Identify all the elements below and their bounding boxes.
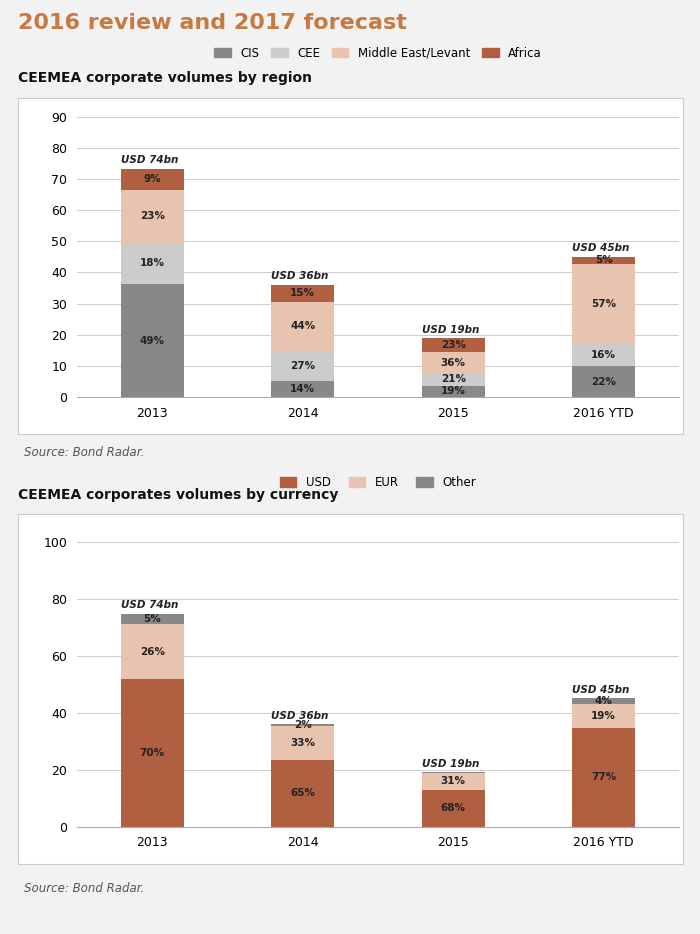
Text: 70%: 70%: [140, 748, 164, 757]
Bar: [120, 190, 184, 243]
Text: CEEMEA corporates volumes by currency: CEEMEA corporates volumes by currency: [18, 488, 338, 502]
Text: 2016 review and 2017 forecast: 2016 review and 2017 forecast: [18, 13, 407, 33]
Text: 15%: 15%: [290, 289, 315, 298]
Bar: [271, 351, 335, 381]
Text: 26%: 26%: [140, 646, 164, 657]
Text: 57%: 57%: [592, 299, 616, 309]
Legend: USD, EUR, Other: USD, EUR, Other: [278, 474, 478, 491]
Text: 21%: 21%: [441, 375, 466, 385]
Bar: [572, 366, 636, 397]
Bar: [120, 614, 184, 624]
Text: Source: Bond Radar.: Source: Bond Radar.: [24, 446, 144, 459]
Bar: [421, 374, 485, 386]
Text: 4%: 4%: [595, 696, 612, 706]
Text: CEEMEA corporate volumes by region: CEEMEA corporate volumes by region: [18, 71, 312, 84]
Bar: [271, 285, 335, 302]
Text: USD 19bn: USD 19bn: [421, 759, 479, 769]
Text: 65%: 65%: [290, 788, 315, 799]
Text: USD 74bn: USD 74bn: [120, 155, 178, 165]
Text: 18%: 18%: [140, 259, 164, 268]
Bar: [572, 257, 636, 263]
Text: USD 45bn: USD 45bn: [572, 685, 629, 695]
Text: 77%: 77%: [591, 772, 617, 783]
Bar: [572, 703, 636, 728]
Text: 2%: 2%: [294, 720, 312, 730]
Bar: [572, 263, 636, 344]
Bar: [271, 381, 335, 397]
Text: 19%: 19%: [592, 711, 616, 721]
Bar: [271, 760, 335, 827]
Text: 49%: 49%: [140, 335, 164, 346]
Text: 33%: 33%: [290, 738, 315, 748]
Text: 16%: 16%: [592, 350, 616, 360]
Text: USD 19bn: USD 19bn: [421, 325, 479, 334]
Text: 22%: 22%: [592, 376, 616, 387]
Bar: [421, 338, 485, 352]
Bar: [421, 352, 485, 374]
Text: 44%: 44%: [290, 321, 316, 332]
Bar: [572, 344, 636, 366]
Bar: [120, 169, 184, 190]
Text: USD 36bn: USD 36bn: [271, 271, 328, 281]
Bar: [421, 790, 485, 827]
Text: 31%: 31%: [441, 776, 466, 786]
Bar: [572, 699, 636, 703]
Text: 23%: 23%: [140, 211, 164, 221]
Text: USD 36bn: USD 36bn: [271, 711, 328, 721]
Text: 36%: 36%: [441, 358, 466, 368]
Text: Source: Bond Radar.: Source: Bond Radar.: [24, 882, 144, 895]
Bar: [271, 302, 335, 351]
Text: 5%: 5%: [144, 614, 161, 624]
Legend: CIS, CEE, Middle East/Levant, Africa: CIS, CEE, Middle East/Levant, Africa: [212, 44, 544, 62]
Bar: [120, 243, 184, 284]
Text: 14%: 14%: [290, 384, 315, 394]
Bar: [271, 724, 335, 726]
Bar: [421, 386, 485, 397]
Bar: [120, 624, 184, 679]
Text: USD 45bn: USD 45bn: [572, 243, 629, 253]
Text: 9%: 9%: [144, 175, 161, 184]
Text: 68%: 68%: [441, 803, 466, 814]
Bar: [120, 679, 184, 827]
Bar: [120, 284, 184, 397]
Text: 19%: 19%: [441, 387, 466, 396]
Text: USD 74bn: USD 74bn: [120, 601, 178, 610]
Bar: [271, 726, 335, 760]
Text: 23%: 23%: [441, 340, 466, 350]
Text: 5%: 5%: [595, 255, 612, 265]
Bar: [572, 728, 636, 827]
Bar: [421, 773, 485, 790]
Text: 27%: 27%: [290, 361, 315, 371]
